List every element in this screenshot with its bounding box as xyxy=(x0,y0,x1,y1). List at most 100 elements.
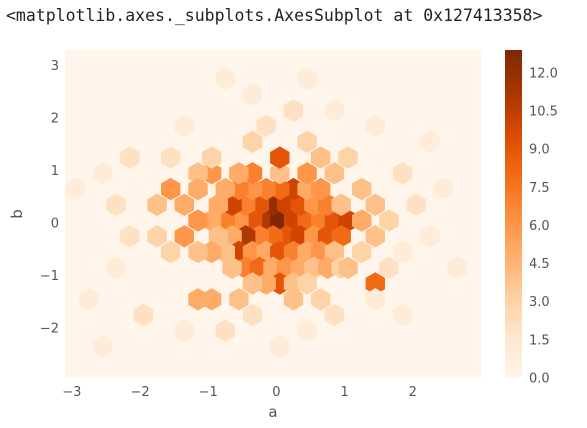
hexbin-cells xyxy=(65,67,467,358)
hexbin-cell xyxy=(242,130,263,153)
hexbin-cell xyxy=(297,162,317,185)
hexbin-cell xyxy=(297,272,317,295)
hexbin-cell xyxy=(120,225,140,248)
colorbar-tick-label: 10.5 xyxy=(529,105,558,120)
hexbin-cell xyxy=(106,193,126,216)
hexbin-cell xyxy=(174,193,194,216)
y-axis-label: b xyxy=(8,209,26,219)
hexbin-cell xyxy=(352,209,372,232)
hexbin-cell xyxy=(215,319,235,342)
colorbar-tick-label: 1.5 xyxy=(529,333,550,348)
hexbin-cell xyxy=(283,99,304,122)
hexbin-cell xyxy=(201,288,222,311)
hexbin-cell xyxy=(379,209,399,232)
hexbin-cell xyxy=(188,177,208,201)
hexbin-cell xyxy=(174,225,194,248)
y-tick-label: 2 xyxy=(51,112,59,127)
hexbin-cell xyxy=(133,303,154,327)
hexbin-cell xyxy=(297,67,317,91)
hexbin-cell xyxy=(147,193,167,216)
colorbar-tick-label: 7.5 xyxy=(529,181,550,196)
hexbin-cell xyxy=(270,146,290,169)
hexbin-cell xyxy=(92,162,113,185)
hexbin-cell xyxy=(174,114,194,138)
colorbar-tick-label: 3.0 xyxy=(529,295,550,310)
y-tick-label: −1 xyxy=(40,269,59,284)
hexbin-cell xyxy=(65,177,85,201)
hexbin-cell xyxy=(324,99,345,122)
hexbin-cell xyxy=(242,83,263,106)
hexbin-cell xyxy=(379,256,399,279)
hexbin-cell xyxy=(229,162,249,185)
y-axis-ticks: −2 −1 0 1 2 3 xyxy=(40,59,59,336)
hexbin-cell xyxy=(392,240,413,264)
hexbin-cell xyxy=(365,225,385,248)
hexbin-cell xyxy=(365,114,385,138)
x-axis-label: a xyxy=(268,403,277,421)
colorbar-ticks: 0.0 1.5 3.0 4.5 6.0 7.5 9.0 10.5 12.0 xyxy=(529,66,558,386)
hexbin-cell xyxy=(283,288,304,311)
hexbin-cell xyxy=(270,335,290,358)
hexbin-cell xyxy=(188,162,208,185)
hexbin-cell xyxy=(392,303,413,327)
colorbar xyxy=(505,50,522,378)
hexbin-cell xyxy=(208,225,229,248)
hexbin-cell xyxy=(311,177,331,201)
hexbin-cell xyxy=(311,288,331,311)
y-tick-label: 0 xyxy=(51,217,59,232)
x-tick-label: 1 xyxy=(340,385,348,400)
hexbin-cell xyxy=(215,67,235,91)
hexbin-cell xyxy=(79,288,99,311)
hexbin-cell xyxy=(92,335,113,358)
hexbin-cell xyxy=(331,225,351,248)
colorbar-tick-label: 0.0 xyxy=(529,372,550,387)
x-tick-label: −2 xyxy=(130,385,149,400)
hexbin-cell xyxy=(324,303,345,327)
hexbin-cell xyxy=(242,272,263,295)
x-axis-ticks: −3 −2 −1 0 1 2 xyxy=(62,385,417,400)
hexbin-cell xyxy=(222,256,242,279)
hexbin-cell xyxy=(352,240,372,264)
hexbin-cell xyxy=(406,193,426,216)
hexbin-cell xyxy=(106,256,126,279)
hexbin-cell xyxy=(392,162,413,185)
hexbin-cell xyxy=(338,256,358,279)
hexbin-cell xyxy=(201,146,222,169)
colorbar-tick-label: 4.5 xyxy=(529,257,550,272)
hexbin-cell xyxy=(188,209,208,232)
colorbar-tick-label: 12.0 xyxy=(529,66,558,81)
hexbin-cell xyxy=(365,288,385,311)
colorbar-tick-label: 9.0 xyxy=(529,143,550,158)
hexbin-cell xyxy=(352,177,372,201)
hexbin-cell xyxy=(297,319,317,342)
hexbin-cell xyxy=(365,272,385,295)
hexbin-cell xyxy=(188,240,208,264)
hexbin-cell xyxy=(420,225,440,248)
x-tick-label: −3 xyxy=(62,385,81,400)
colorbar-tick-label: 6.0 xyxy=(529,219,550,234)
hexbin-cell xyxy=(229,288,249,311)
y-tick-label: 3 xyxy=(51,59,59,74)
x-tick-label: 2 xyxy=(409,385,417,400)
hexbin-cell xyxy=(324,240,345,264)
hexbin-cell xyxy=(161,177,181,201)
hexbin-cell xyxy=(215,177,235,201)
x-tick-label: 0 xyxy=(272,385,280,400)
cell-output-repr: <matplotlib.axes._subplots.AxesSubplot a… xyxy=(6,6,543,25)
hexbin-cell xyxy=(242,303,263,327)
y-tick-label: −2 xyxy=(40,322,59,337)
hexbin-cell xyxy=(174,319,194,342)
hexbin-cell xyxy=(338,146,358,169)
hexbin-cell xyxy=(365,193,385,216)
hexbin-cell xyxy=(208,193,229,216)
hexbin-cell xyxy=(331,193,351,216)
hexbin-cell xyxy=(324,162,345,185)
hexbin-cell xyxy=(256,114,276,138)
hexbin-cell xyxy=(120,146,140,169)
hexbin-cell xyxy=(447,256,467,279)
hexbin-cell xyxy=(161,240,181,264)
y-tick-label: 1 xyxy=(51,164,59,179)
hexbin-cell xyxy=(420,130,440,153)
hexbin-cell xyxy=(270,162,290,185)
